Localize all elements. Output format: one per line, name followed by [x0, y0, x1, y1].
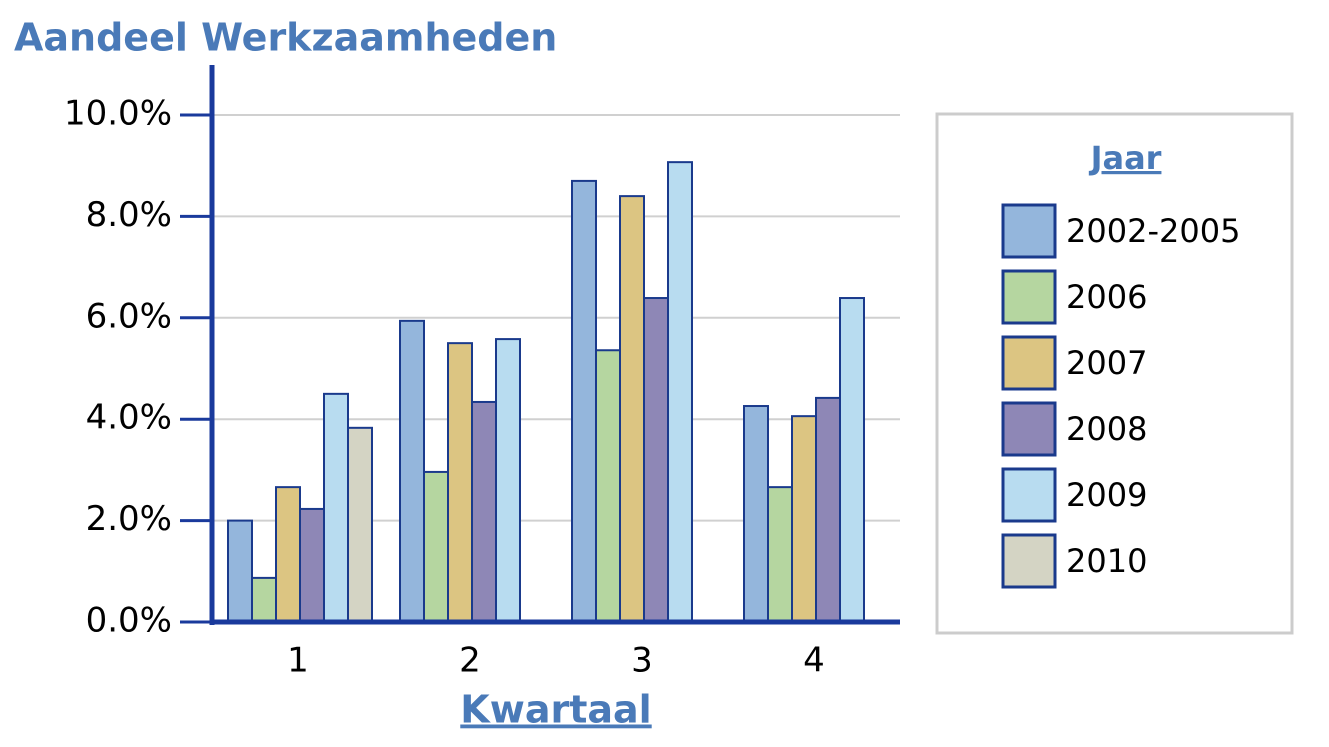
legend-label: 2007: [1066, 344, 1147, 382]
x-tick-label: 2: [459, 641, 481, 681]
y-tick-label: 4.0%: [86, 398, 172, 438]
bar: [251, 576, 277, 623]
bar: [767, 486, 793, 623]
y-tick-label: 6.0%: [86, 296, 172, 336]
legend-label: 2008: [1066, 410, 1147, 448]
x-tick-label: 1: [287, 641, 309, 681]
y-tick-label: 8.0%: [86, 195, 172, 235]
bar: [667, 161, 693, 623]
legend-swatch: [1001, 401, 1057, 457]
bar: [791, 415, 817, 623]
legend-title[interactable]: Jaar: [1089, 139, 1162, 177]
bar: [495, 338, 521, 623]
bar: [275, 486, 301, 623]
legend-label: 2002-2005: [1066, 212, 1240, 250]
legend-label: 2010: [1066, 542, 1147, 580]
chart-title: Aandeel Werkzaamheden: [14, 16, 557, 60]
bar: [399, 319, 425, 623]
legend-swatch: [1001, 335, 1057, 391]
bar: [595, 349, 621, 623]
bar: [227, 519, 253, 623]
bar: [423, 470, 449, 624]
x-tick-label: 3: [631, 641, 653, 681]
bar: [323, 392, 349, 623]
bar: [471, 400, 497, 623]
bar: [619, 195, 645, 623]
x-tick-label: 4: [803, 641, 825, 681]
legend-swatch: [1001, 467, 1057, 523]
bar: [743, 405, 769, 623]
y-tick-label: 0.0%: [86, 601, 172, 641]
legend-label: 2009: [1066, 476, 1147, 514]
bar: [447, 342, 473, 623]
legend-label: 2006: [1066, 278, 1147, 316]
bar: [347, 426, 373, 623]
bar: [815, 396, 841, 623]
bar: [839, 297, 865, 623]
legend-swatch: [1001, 203, 1057, 259]
bar: [643, 297, 669, 623]
bar: [299, 507, 325, 623]
legend-box: [935, 112, 1294, 635]
y-tick-label: 10.0%: [64, 94, 172, 134]
y-tick-label: 2.0%: [86, 499, 172, 539]
x-axis-label[interactable]: Kwartaal: [460, 688, 651, 732]
legend-swatch: [1001, 533, 1057, 589]
legend-swatch: [1001, 269, 1057, 325]
bar: [571, 179, 597, 623]
